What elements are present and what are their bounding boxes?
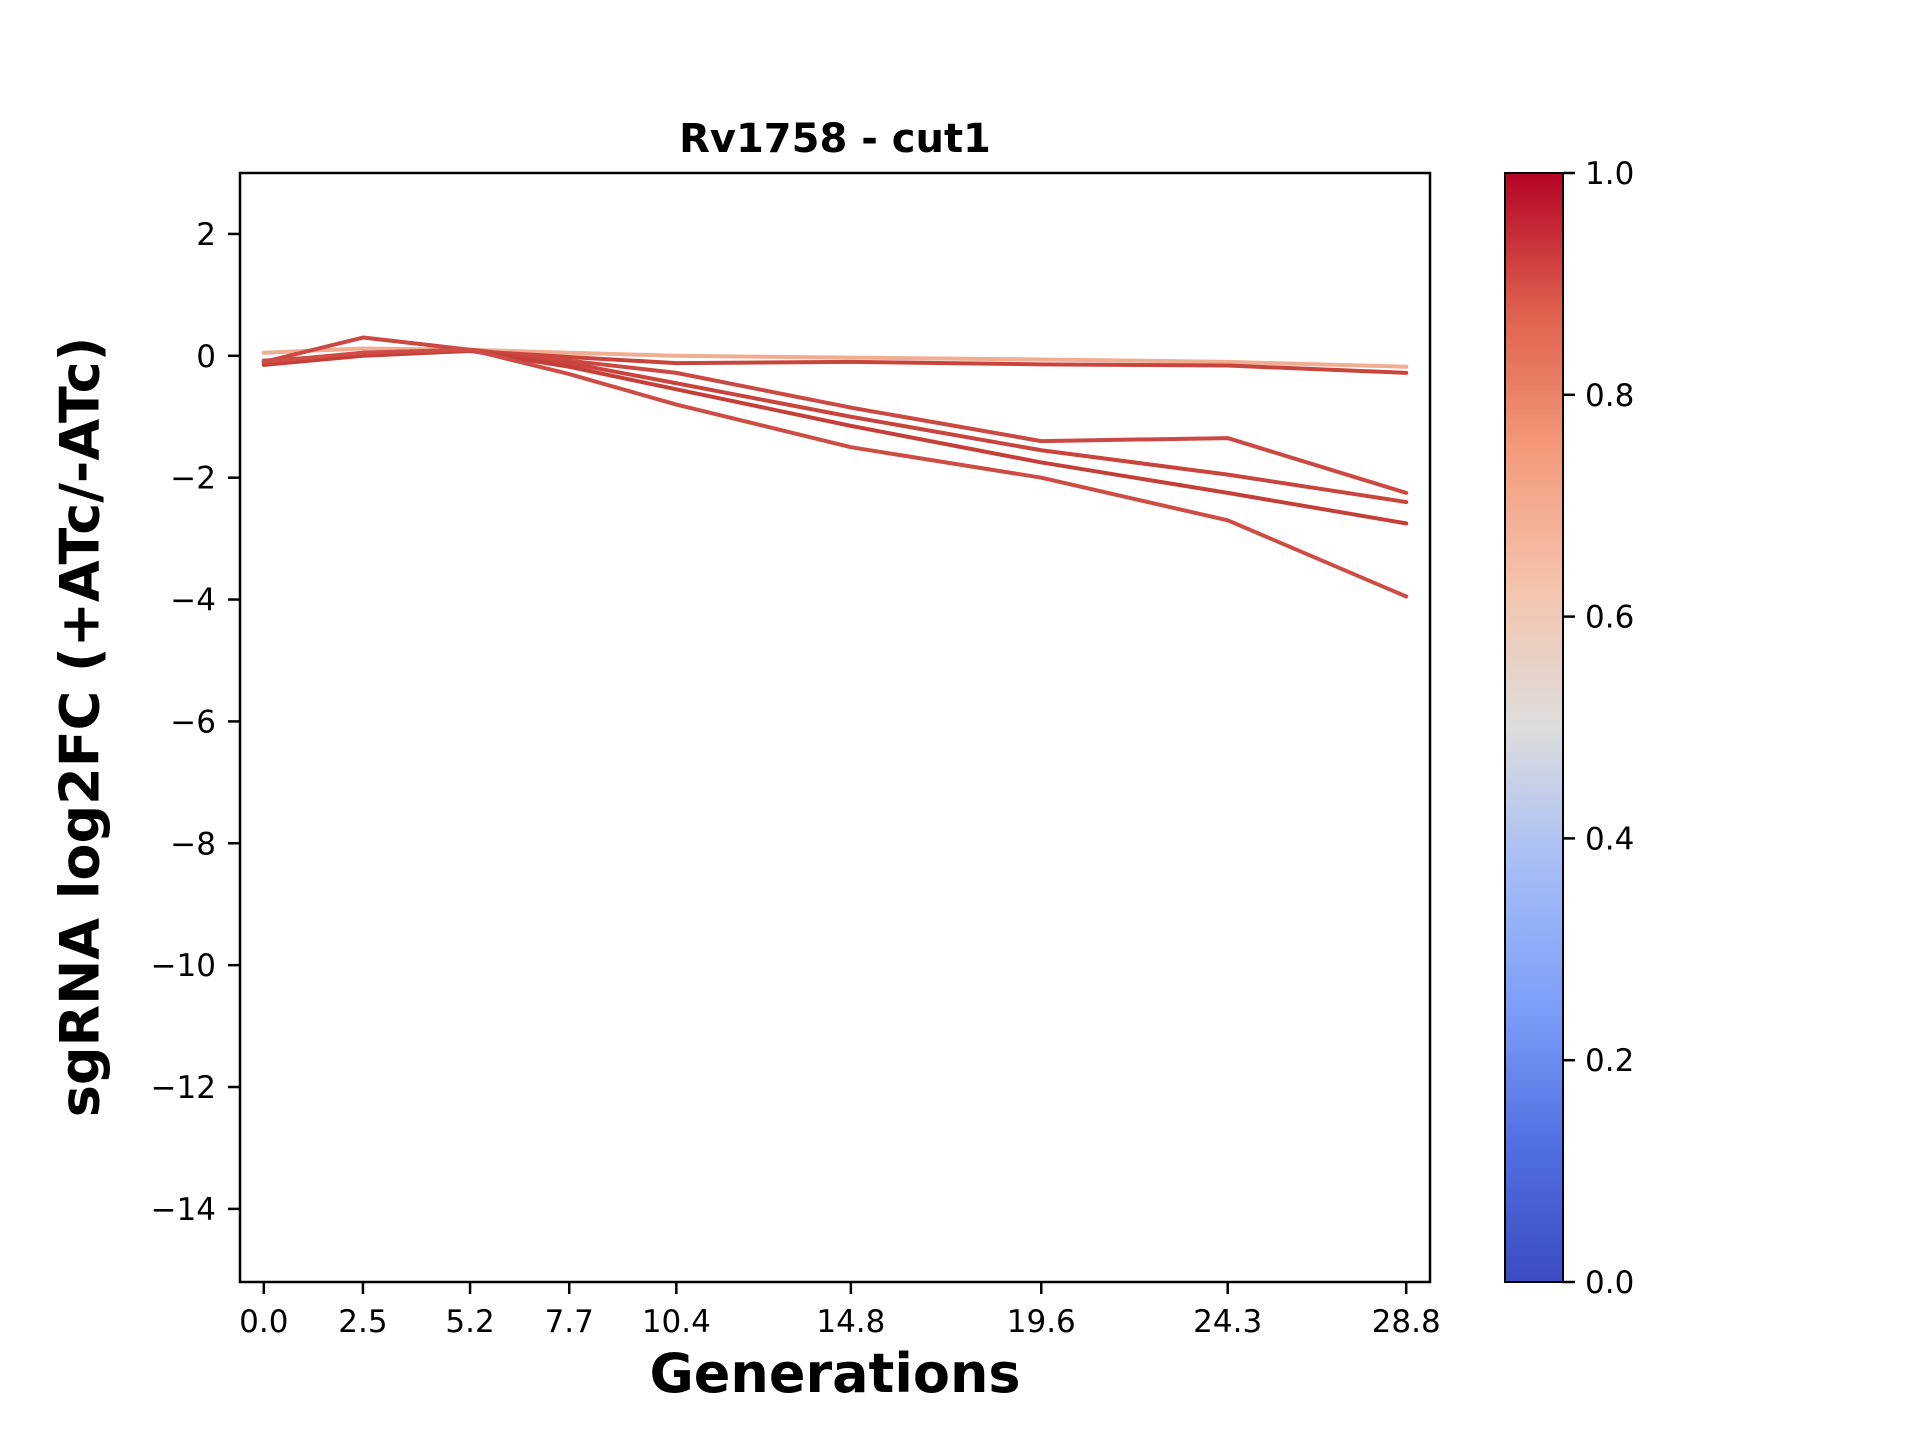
series-line-guide-flat-light — [261, 346, 1409, 369]
plot-border — [238, 171, 1432, 1284]
x-tick-label: 5.2 — [445, 1304, 494, 1340]
colorbar-tick-label: 1.0 — [1585, 156, 1634, 192]
series-line-guide-decline-2 — [261, 347, 1409, 505]
x-tick-label: 2.5 — [338, 1304, 387, 1340]
colorbar-tick-label: 0.0 — [1585, 1265, 1634, 1301]
x-tick-label: 14.8 — [816, 1304, 885, 1340]
x-tick-label: 7.7 — [545, 1304, 594, 1340]
series-line-guide-decline-4 — [261, 347, 1409, 599]
colorbar-tick-label: 0.2 — [1585, 1043, 1634, 1079]
y-tick-label: 0 — [196, 339, 216, 375]
colorbar-tick-label: 0.6 — [1585, 600, 1634, 636]
y-tick-label: −2 — [170, 461, 216, 497]
y-tick-label: −8 — [170, 826, 216, 862]
series-line-guide-decline-3 — [261, 348, 1409, 526]
y-tick-label: −6 — [170, 704, 216, 740]
x-tick-label: 0.0 — [239, 1304, 288, 1340]
colorbar — [1504, 172, 1564, 1283]
colorbar-tick-label: 0.8 — [1585, 378, 1634, 414]
chart-title: Rv1758 - cut1 — [679, 116, 991, 162]
x-tick-label: 24.3 — [1193, 1304, 1262, 1340]
colorbar-tick-label: 0.4 — [1585, 821, 1634, 857]
y-tick-label: −14 — [151, 1192, 216, 1228]
y-tick-label: −12 — [151, 1070, 216, 1106]
y-tick-label: 2 — [196, 217, 216, 253]
x-tick-label: 10.4 — [642, 1304, 711, 1340]
x-tick-label: 28.8 — [1372, 1304, 1441, 1340]
x-tick-label: 19.6 — [1007, 1304, 1076, 1340]
y-tick-label: −4 — [170, 583, 216, 619]
x-axis-label: Generations — [649, 1342, 1021, 1405]
series-line-guide-decline-1 — [261, 335, 1409, 495]
y-tick-label: −10 — [151, 948, 216, 984]
